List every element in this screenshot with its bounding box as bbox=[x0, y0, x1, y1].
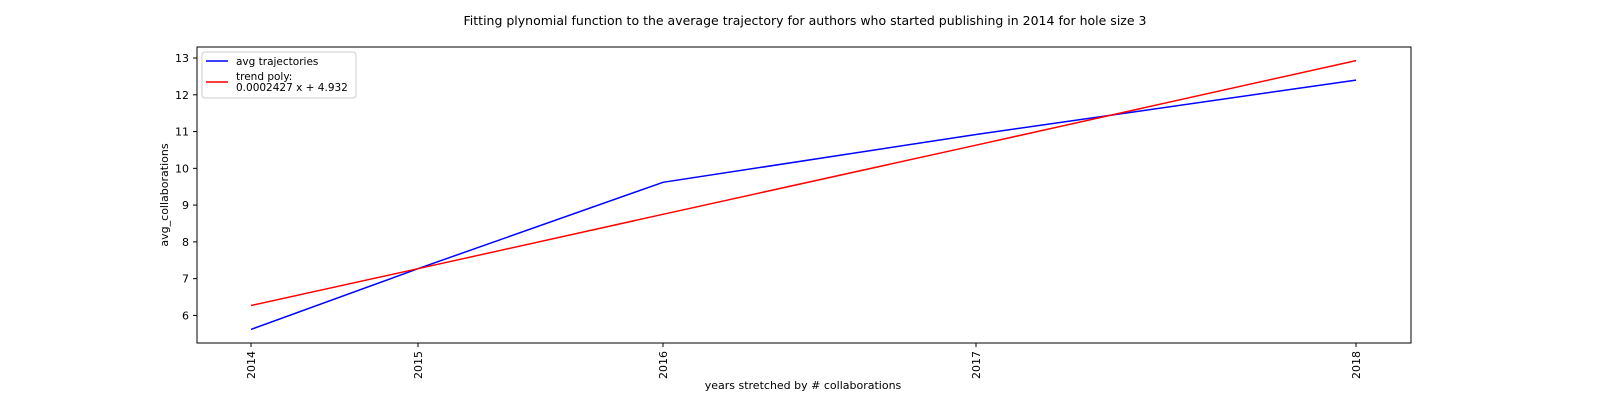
legend-label-trend-poly-formula: 0.0002427 x + 4.932 bbox=[236, 82, 348, 94]
y-axis-ticks: 6 7 8 9 10 11 12 13 bbox=[175, 52, 197, 322]
y-tick-label: 13 bbox=[175, 52, 189, 65]
x-axis-label: years stretched by # collaborations bbox=[705, 379, 902, 392]
y-axis-label: avg_collaborations bbox=[158, 143, 171, 246]
chart-title: Fitting plynomial function to the averag… bbox=[464, 13, 1147, 28]
y-tick-label: 9 bbox=[182, 199, 189, 212]
series-line-trend-poly bbox=[250, 59, 1357, 307]
y-tick-label: 6 bbox=[182, 309, 189, 322]
series-lines bbox=[250, 59, 1357, 331]
x-axis-ticks: 2014 2015 2016 2017 2018 bbox=[245, 343, 1363, 379]
y-tick-label: 7 bbox=[182, 273, 189, 286]
legend-label-trend-poly: trend poly: bbox=[236, 71, 292, 83]
legend-label-avg-trajectories: avg trajectories bbox=[236, 56, 318, 68]
x-tick-label: 2014 bbox=[245, 351, 258, 379]
x-tick-label: 2016 bbox=[657, 351, 670, 379]
x-tick-label: 2015 bbox=[412, 351, 425, 379]
y-tick-label: 8 bbox=[182, 236, 189, 249]
y-tick-label: 11 bbox=[175, 126, 189, 139]
y-tick-label: 10 bbox=[175, 162, 189, 175]
legend-box bbox=[201, 51, 357, 99]
plot-area bbox=[196, 46, 1412, 344]
x-tick-label: 2018 bbox=[1350, 351, 1363, 379]
x-tick-label: 2017 bbox=[970, 351, 983, 379]
y-tick-label: 12 bbox=[175, 89, 189, 102]
legend: avg trajectories trend poly: 0.0002427 x… bbox=[201, 51, 357, 99]
